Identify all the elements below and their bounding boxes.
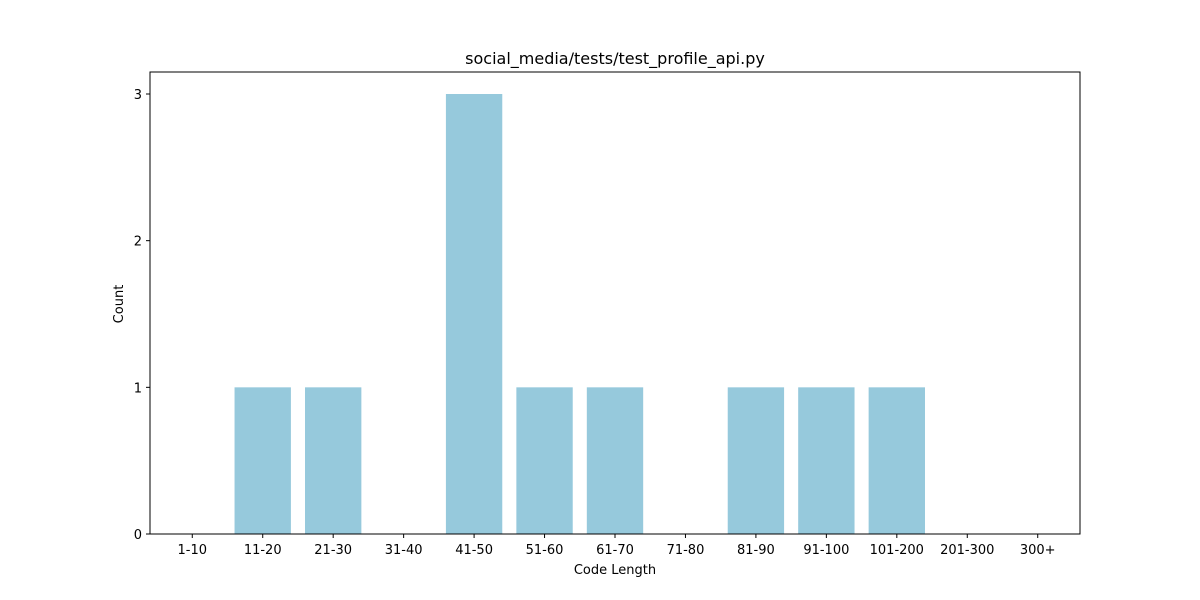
plot-frame xyxy=(149,71,1081,535)
x-tick-label: 51-60 xyxy=(526,543,564,558)
bar-51-60 xyxy=(516,387,573,534)
x-tick-label: 101-200 xyxy=(870,543,924,558)
x-tick-label: 300+ xyxy=(1020,543,1056,558)
bar-81-90 xyxy=(727,387,785,534)
chart-title: social_media/tests/test_profile_api.py xyxy=(465,49,765,69)
x-tick-label: 11-20 xyxy=(244,543,282,558)
x-tick-label: 201-300 xyxy=(940,543,994,558)
x-tick-label: 71-80 xyxy=(667,543,705,558)
bar-41-50 xyxy=(445,94,503,534)
bar-91-100 xyxy=(798,387,855,534)
x-tick-label: 41-50 xyxy=(455,543,493,558)
bar-101-200 xyxy=(868,387,925,534)
y-tick-label: 3 xyxy=(134,88,142,103)
y-axis-label: Count xyxy=(112,285,127,324)
x-tick-label: 31-40 xyxy=(385,543,423,558)
x-tick-label: 61-70 xyxy=(596,543,634,558)
bar-11-20 xyxy=(234,387,291,534)
y-tick-label: 1 xyxy=(134,381,142,396)
bar-61-70 xyxy=(586,387,644,534)
x-tick-label: 21-30 xyxy=(314,543,352,558)
bars-group xyxy=(234,94,925,534)
x-tick-label: 91-100 xyxy=(803,543,849,558)
x-axis-label: Code Length xyxy=(574,563,656,578)
y-axis-ticks: 0 1 2 3 xyxy=(134,88,150,543)
x-axis-ticks: 1-10 11-20 21-30 31-40 41-50 51-60 61-70 71-80 8… xyxy=(178,534,1056,558)
y-tick-label: 2 xyxy=(134,235,142,250)
y-tick-label: 0 xyxy=(134,528,142,543)
x-tick-label: 81-90 xyxy=(737,543,775,558)
bar-21-30 xyxy=(305,387,362,534)
x-tick-label: 1-10 xyxy=(178,543,208,558)
